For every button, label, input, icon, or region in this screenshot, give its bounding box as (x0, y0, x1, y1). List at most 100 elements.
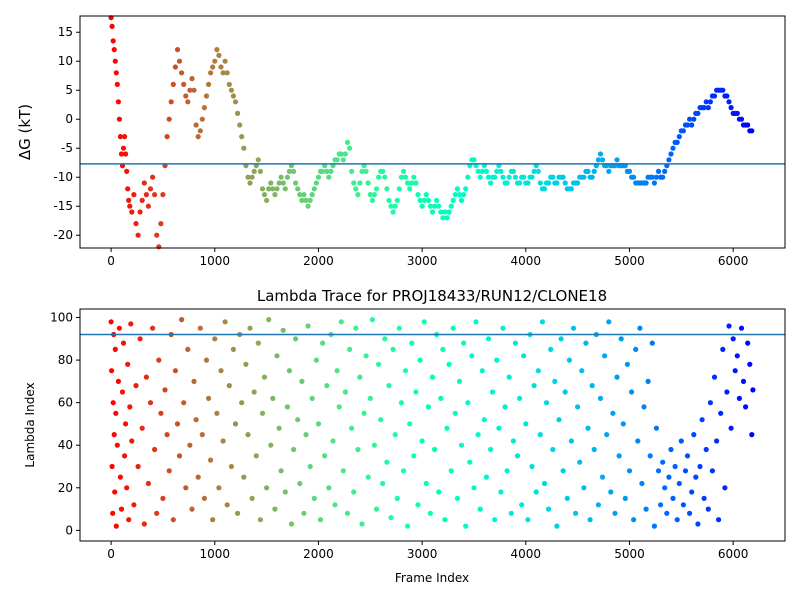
lambda-point (257, 517, 263, 523)
lambda-point (452, 410, 458, 416)
lambda-point (133, 383, 139, 389)
lambda-point (326, 485, 332, 491)
delta-g-point (168, 99, 174, 105)
lambda-point (471, 485, 477, 491)
delta-g-point (174, 47, 181, 53)
delta-g-point (111, 47, 117, 53)
delta-g-point (278, 174, 284, 180)
delta-g-point (400, 168, 407, 174)
lambda-point (506, 374, 512, 380)
lambda-point (728, 425, 734, 431)
delta-g-point (126, 197, 132, 203)
top-axes-frame (79, 15, 786, 249)
delta-g-point (606, 168, 612, 174)
lambda-point (726, 323, 732, 329)
lambda-point (150, 325, 156, 331)
lambda-point (548, 346, 554, 352)
delta-g-point (143, 192, 149, 198)
delta-g-point (274, 186, 280, 192)
delta-g-point (172, 64, 178, 70)
delta-g-point (392, 203, 398, 209)
y-tick-label: 20 (58, 481, 73, 495)
lambda-point (454, 495, 460, 501)
lambda-point (110, 510, 116, 516)
lambda-point (691, 432, 697, 438)
delta-g-point (245, 174, 251, 180)
lambda-point (620, 421, 626, 427)
lambda-point (740, 378, 747, 384)
lambda-point (508, 510, 514, 516)
delta-g-point (631, 174, 637, 180)
lambda-point (703, 446, 709, 453)
delta-g-point (313, 180, 319, 186)
delta-g-point (139, 197, 145, 203)
lambda-point (481, 417, 487, 423)
lambda-point (357, 374, 363, 380)
lambda-point (479, 368, 485, 374)
delta-g-point (390, 209, 396, 215)
lambda-point (581, 485, 587, 491)
lambda-point (602, 353, 608, 359)
lambda-point (183, 485, 189, 491)
lambda-point (633, 346, 639, 352)
lambda-point (730, 336, 736, 342)
delta-g-point (599, 157, 606, 163)
lambda-point (658, 502, 664, 508)
lambda-point (589, 383, 595, 389)
lambda-point (714, 438, 720, 444)
delta-g-point (394, 197, 400, 203)
lambda-point (388, 515, 394, 521)
lambda-point (274, 353, 280, 359)
lambda-point (251, 389, 257, 395)
lambda-point (649, 340, 655, 346)
lambda-point (332, 502, 338, 508)
lambda-point (618, 336, 624, 342)
delta-g-point (521, 174, 527, 180)
lambda-point (550, 446, 556, 453)
lambda-point (369, 317, 375, 323)
lambda-point (678, 438, 684, 444)
delta-g-point (720, 87, 726, 93)
delta-g-point (220, 70, 226, 76)
bottom-title: Lambda Trace for PROJ18433/RUN12/CLONE18 (257, 287, 607, 305)
delta-g-point (257, 168, 263, 174)
delta-g-point (127, 203, 133, 209)
bottom-scatter-points (108, 317, 756, 529)
lambda-point (519, 502, 525, 508)
delta-g-point (434, 197, 440, 203)
delta-g-point (705, 105, 711, 111)
lambda-point (193, 417, 199, 423)
lambda-point (504, 468, 510, 474)
delta-g-point (179, 70, 185, 76)
lambda-point (218, 368, 224, 374)
lambda-point (490, 389, 496, 395)
delta-g-point (597, 151, 604, 157)
lambda-point (543, 400, 550, 406)
delta-g-point (535, 168, 541, 174)
delta-g-point (492, 174, 498, 180)
delta-g-point (488, 180, 494, 186)
lambda-point (514, 453, 521, 459)
delta-g-point (203, 93, 210, 99)
lambda-point (469, 353, 475, 359)
lambda-point (745, 340, 751, 346)
delta-g-point (293, 180, 299, 186)
lambda-point (421, 319, 427, 325)
lambda-point (342, 389, 348, 395)
lambda-point (442, 517, 448, 523)
lambda-point (162, 387, 168, 393)
delta-g-point (456, 192, 463, 198)
lambda-point (174, 421, 181, 427)
delta-g-point (170, 81, 176, 87)
lambda-point (535, 368, 541, 374)
lambda-point (164, 432, 170, 438)
delta-g-point (158, 221, 164, 227)
lambda-point (280, 327, 286, 333)
delta-g-point (183, 93, 189, 99)
delta-g-point (247, 180, 253, 186)
delta-g-point (118, 151, 125, 157)
lambda-point (631, 517, 637, 523)
delta-g-point (386, 197, 392, 203)
delta-g-point (595, 157, 602, 163)
lambda-point (473, 319, 479, 325)
